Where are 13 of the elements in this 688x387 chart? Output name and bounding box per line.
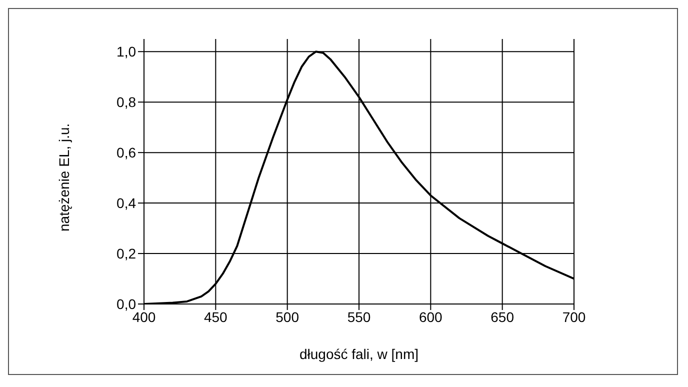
- x-tick-label: 600: [418, 308, 443, 325]
- y-tick-label: 0,4: [116, 195, 136, 212]
- x-axis-title: długość fali, w [nm]: [299, 346, 419, 362]
- y-tick-label: 0,8: [116, 94, 136, 110]
- x-tick-label: 450: [204, 308, 228, 325]
- y-tick-label: 1,0: [116, 44, 136, 60]
- y-tick-label: 0,2: [116, 245, 136, 262]
- y-axis-title: natężenie EL, j.u.: [56, 123, 72, 232]
- x-tick-label: 700: [562, 308, 586, 325]
- x-tick-label: 650: [490, 308, 514, 325]
- x-tick-label: 550: [347, 308, 371, 325]
- y-tick-label: 0,6: [116, 144, 136, 161]
- x-tick-label: 500: [276, 308, 300, 325]
